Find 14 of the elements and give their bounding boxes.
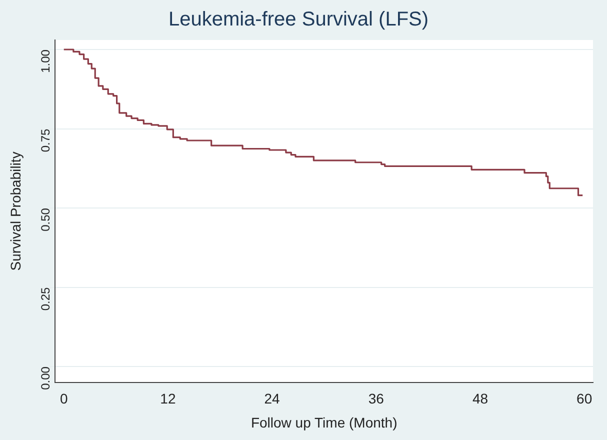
x-tick-label: 24 [264,390,280,407]
x-tick-label: 48 [472,390,488,407]
y-tick-label: 0.00 [38,366,53,390]
x-axis-title: Follow up Time (Month) [250,414,398,430]
x-tick-label: 60 [576,390,592,407]
y-axis-title: Survival Probability [7,152,24,271]
x-tick-label: 12 [160,390,176,407]
x-tick-label: 36 [368,390,384,407]
y-tick-label: 0.75 [38,128,53,152]
y-tick-label: 1.00 [38,49,53,73]
y-tick-label: 0.50 [38,208,53,232]
chart-title: Leukemia-free Survival (LFS) [168,8,429,31]
y-tick-label: 0.25 [38,286,53,311]
x-tick-label: 0 [60,390,68,407]
